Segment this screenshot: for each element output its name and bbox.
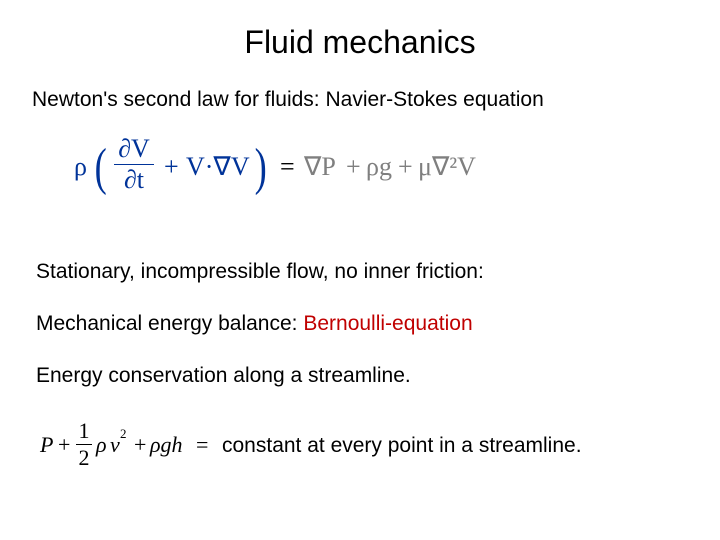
ns-viscous: μ∇²V: [418, 152, 476, 182]
ns-plus-1: +: [164, 152, 179, 182]
bernoulli-label: Bernoulli-equation: [303, 312, 472, 335]
ns-rho: ρ: [74, 152, 87, 182]
bern-half-den: 2: [76, 445, 92, 469]
bernoulli-equation: P + 1 2 ρ v 2 + ρgh =: [40, 420, 230, 470]
bern-rhogh: ρgh: [150, 432, 183, 458]
bern-plus-2: +: [134, 432, 146, 458]
ns-plus-2: +: [346, 152, 361, 182]
navier-stokes-equation: ρ ( ∂V ∂t + V·∇V ) = ∇P + ρg + μ∇²V: [74, 136, 494, 200]
bern-half: 1 2: [76, 420, 92, 469]
bern-p: P: [40, 432, 53, 458]
line-energy-conservation: Energy conservation along a streamline.: [36, 364, 411, 388]
line-newton-second-law: Newton's second law for fluids: Navier-S…: [32, 88, 544, 112]
slide-title: Fluid mechanics: [0, 24, 720, 61]
bern-eq: =: [196, 432, 208, 458]
line-stationary: Stationary, incompressible flow, no inne…: [36, 260, 484, 284]
ns-rhog: ρg: [366, 152, 392, 182]
bern-plus-1: +: [58, 432, 70, 458]
line-mechanical-energy: Mechanical energy balance: Bernoulli-equ…: [36, 312, 473, 336]
ns-equals: =: [280, 152, 295, 182]
ns-advective: V·∇V: [186, 152, 250, 182]
line-mechanical-energy-a: Mechanical energy balance:: [36, 312, 303, 335]
bern-half-num: 1: [76, 420, 92, 445]
ns-dvdt: ∂V ∂t: [114, 136, 154, 193]
line-constant: constant at every point in a streamline.: [222, 434, 582, 458]
bern-v: v: [110, 432, 120, 458]
ns-gradp: ∇P: [304, 152, 336, 182]
slide: Fluid mechanics Newton's second law for …: [0, 0, 720, 540]
ns-plus-3: +: [398, 152, 413, 182]
ns-dvdt-den: ∂t: [114, 165, 154, 193]
ns-paren-open: (: [95, 138, 107, 197]
ns-dvdt-num: ∂V: [114, 136, 154, 165]
bern-sq: 2: [120, 426, 127, 442]
ns-paren-close: ): [255, 138, 267, 197]
bern-rho1: ρ: [96, 432, 107, 458]
